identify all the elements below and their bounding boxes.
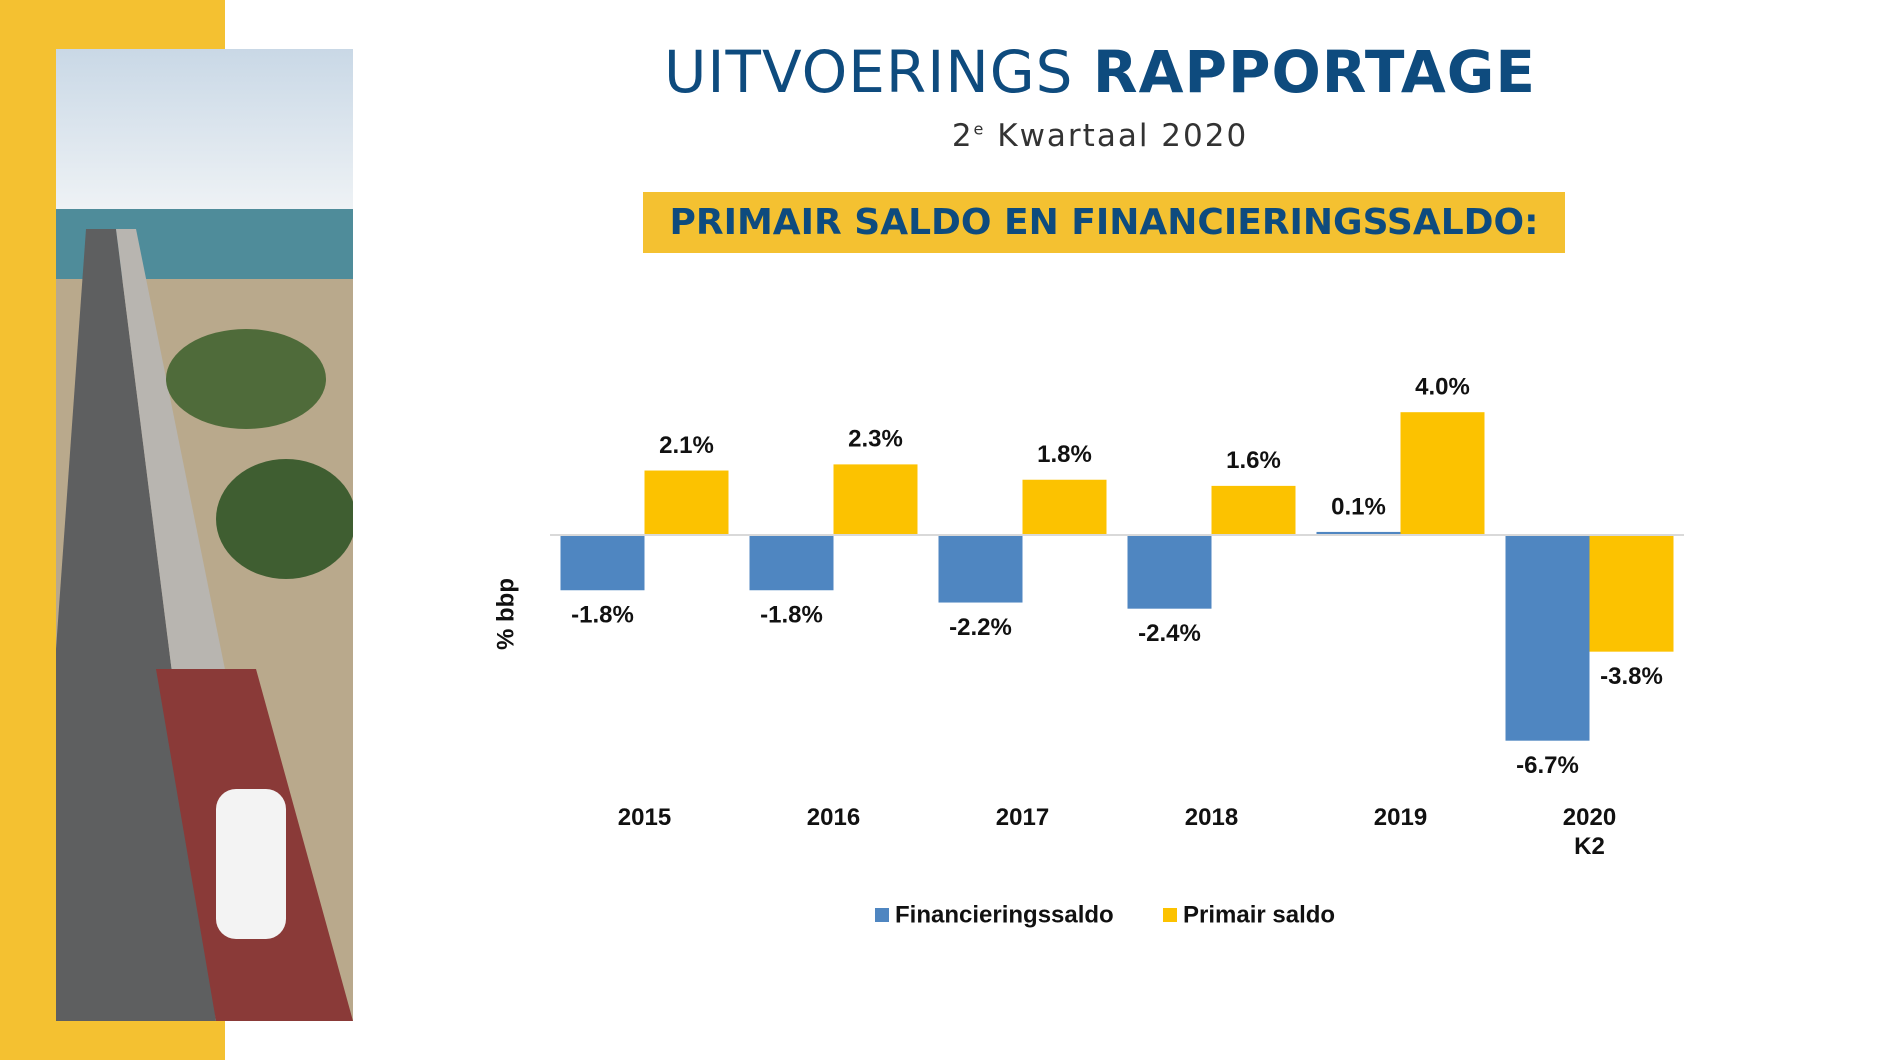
data-label: 2.3% [848, 426, 903, 453]
data-label: -1.8% [571, 602, 634, 629]
data-label: -6.7% [1516, 752, 1579, 779]
bar [1316, 531, 1401, 535]
x-tick-label: 2020 K2 [1562, 804, 1617, 860]
legend-swatch [1163, 908, 1177, 922]
data-label: 0.1% [1331, 493, 1386, 520]
bar [560, 535, 645, 591]
data-label: 1.6% [1226, 447, 1281, 474]
data-label: 4.0% [1415, 374, 1470, 401]
y-axis-label: % bbp [492, 578, 519, 650]
photo [56, 49, 353, 1021]
bar [1211, 485, 1296, 535]
title-light: UITVOERINGS [663, 38, 1074, 106]
bar [749, 535, 834, 591]
data-label: -2.4% [1138, 620, 1201, 647]
title-bold: RAPPORTAGE [1092, 38, 1537, 106]
legend-label: Financieringssaldo [895, 901, 1114, 928]
bar [938, 535, 1023, 603]
x-tick-label: 2016 [806, 804, 861, 831]
data-label: -3.8% [1600, 663, 1663, 690]
bar [1022, 479, 1107, 535]
x-tick-label: 2019 [1373, 804, 1428, 831]
x-tick-label: 2015 [617, 804, 672, 831]
banner: PRIMAIR SALDO EN FINANCIERINGSSALDO: [643, 192, 1565, 253]
subtitle-sup: e [973, 119, 986, 139]
legend-swatch [875, 908, 889, 922]
x-tick-label: 2017 [995, 804, 1050, 831]
legend-label: Primair saldo [1183, 901, 1335, 928]
subtitle-number: 2 [951, 118, 974, 154]
bar [644, 470, 729, 535]
bar [833, 464, 918, 535]
bar [1589, 535, 1674, 652]
data-label: -2.2% [949, 614, 1012, 641]
data-label: 1.8% [1037, 441, 1092, 468]
subtitle: 2e Kwartaal 2020 [700, 118, 1500, 154]
data-label: -1.8% [760, 602, 823, 629]
title: UITVOERINGS RAPPORTAGE [540, 38, 1660, 106]
bar [1400, 412, 1485, 535]
bar [1505, 535, 1590, 741]
x-tick-label: 2018 [1184, 804, 1239, 831]
bar [1127, 535, 1212, 609]
subtitle-text: Kwartaal 2020 [997, 118, 1249, 154]
data-label: 2.1% [659, 432, 714, 459]
